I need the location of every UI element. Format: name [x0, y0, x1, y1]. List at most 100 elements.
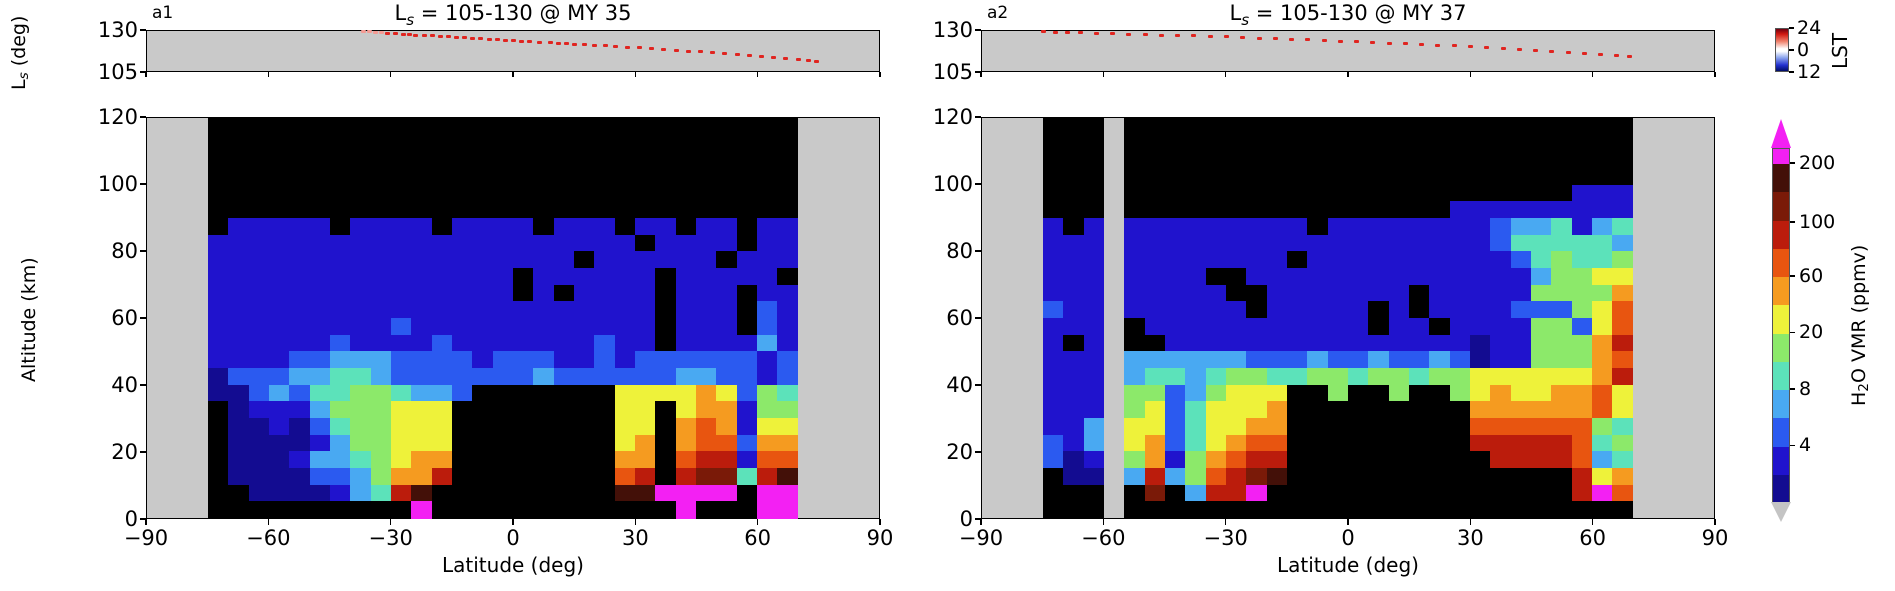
- heatmap-cell: [1144, 484, 1166, 502]
- heatmap-cell: [675, 301, 697, 319]
- heatmap-cell: [411, 368, 433, 386]
- heatmap-cell: [1490, 501, 1512, 519]
- heatmap-cell: [1083, 334, 1105, 352]
- strip-x-tick-mark: [512, 72, 514, 77]
- heatmap-cell: [574, 451, 595, 469]
- heatmap-cell: [452, 334, 473, 352]
- y-tick-mark: [140, 518, 146, 520]
- ls-dot: [1565, 50, 1571, 54]
- heatmap-cell: [716, 468, 738, 486]
- heatmap-cell: [1287, 484, 1308, 502]
- heatmap-cell: [1287, 218, 1308, 236]
- heatmap-cell: [533, 401, 555, 419]
- ls-dot: [437, 34, 443, 38]
- heatmap-cell: [777, 434, 799, 452]
- panel-a2-label: a2: [987, 3, 1009, 23]
- heatmap-cell: [1246, 484, 1268, 502]
- ls-dot: [1386, 41, 1392, 45]
- heatmap-cell: [1246, 168, 1268, 186]
- ls-dot: [1467, 45, 1473, 49]
- heatmap-cell: [452, 284, 473, 302]
- heatmap-cell: [1490, 268, 1512, 286]
- ls-dot: [429, 34, 435, 38]
- ls-dot: [624, 45, 630, 49]
- heatmap-cell: [208, 468, 229, 486]
- heatmap-cell: [757, 351, 778, 369]
- ls-dot: [378, 31, 384, 35]
- heatmap-cell: [1388, 184, 1410, 202]
- heatmap-cell: [513, 434, 534, 452]
- heatmap-cell: [513, 284, 534, 302]
- heatmap-cell: [1083, 418, 1105, 436]
- heatmap-cell: [1449, 484, 1471, 502]
- heatmap-cell: [1124, 201, 1146, 219]
- heatmap-cell: [1205, 401, 1227, 419]
- heatmap-cell: [1063, 168, 1085, 186]
- heatmap-cell: [635, 351, 656, 369]
- x-tick-mark: [756, 519, 759, 525]
- heatmap-cell: [1388, 501, 1410, 519]
- heatmap-cell: [1205, 118, 1227, 136]
- heatmap-cell: [1551, 301, 1573, 319]
- heatmap-cell: [1490, 368, 1512, 386]
- heatmap-cell: [533, 334, 555, 352]
- heatmap-cell: [228, 134, 250, 152]
- heatmap-cell: [228, 268, 250, 286]
- heatmap-cell: [391, 301, 412, 319]
- heatmap-cell: [472, 501, 494, 519]
- heatmap-cell: [1287, 368, 1308, 386]
- heatmap-cell: [1307, 234, 1329, 252]
- heatmap-cell: [1409, 468, 1430, 486]
- heatmap-cell: [655, 468, 677, 486]
- heatmap-cell: [736, 251, 758, 269]
- heatmap-cell: [736, 418, 758, 436]
- heatmap-cell: [736, 434, 758, 452]
- ls-dot: [1207, 34, 1213, 38]
- heatmap-cell: [1592, 334, 1613, 352]
- heatmap-cell: [269, 451, 290, 469]
- heatmap-cell: [1144, 301, 1166, 319]
- h2o-tick-mark: [1790, 331, 1795, 334]
- heatmap-cell: [777, 484, 799, 502]
- heatmap-cell: [1490, 434, 1512, 452]
- x-tick-mark: [512, 519, 514, 525]
- heatmap-cell: [228, 284, 250, 302]
- heatmap-cell: [1388, 251, 1410, 269]
- heatmap-cell: [472, 334, 494, 352]
- heatmap-cell: [513, 201, 534, 219]
- heatmap-cell: [208, 418, 229, 436]
- heatmap-cell: [330, 234, 351, 252]
- heatmap-cell: [1165, 251, 1186, 269]
- heatmap-cell: [1246, 218, 1268, 236]
- heatmap-cell: [1612, 268, 1634, 286]
- y-tick-mark: [975, 317, 981, 319]
- heatmap-cell: [635, 134, 656, 152]
- heatmap-cell: [1083, 368, 1105, 386]
- x-tick-label: −30: [368, 526, 413, 550]
- heatmap-cell: [594, 151, 616, 169]
- heatmap-cell: [228, 168, 250, 186]
- strip-x-tick-mark: [756, 72, 759, 77]
- heatmap-cell: [1571, 118, 1593, 136]
- heatmap-cell: [757, 218, 778, 236]
- heatmap-cell: [1083, 168, 1105, 186]
- heatmap-cell: [1043, 234, 1064, 252]
- heatmap-cell: [289, 434, 311, 452]
- heatmap-cell: [1144, 118, 1166, 136]
- heatmap-cell: [1470, 434, 1491, 452]
- heatmap-cell: [1307, 334, 1329, 352]
- heatmap-cell: [736, 284, 758, 302]
- heatmap-cell: [513, 234, 534, 252]
- heatmap-cell: [1266, 201, 1288, 219]
- heatmap-cell: [1449, 268, 1471, 286]
- heatmap-cell: [716, 284, 738, 302]
- strip-x-tick-mark: [145, 72, 147, 77]
- heatmap-cell: [675, 318, 697, 336]
- heatmap-cell: [553, 468, 575, 486]
- heatmap-cell: [248, 384, 270, 402]
- heatmap-cell: [1327, 168, 1349, 186]
- heatmap-cell: [574, 468, 595, 486]
- ls-dot: [813, 59, 819, 63]
- heatmap-cell: [1429, 501, 1451, 519]
- heatmap-cell: [1449, 318, 1471, 336]
